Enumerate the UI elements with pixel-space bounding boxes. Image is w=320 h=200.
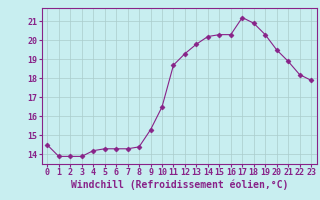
X-axis label: Windchill (Refroidissement éolien,°C): Windchill (Refroidissement éolien,°C): [70, 180, 288, 190]
